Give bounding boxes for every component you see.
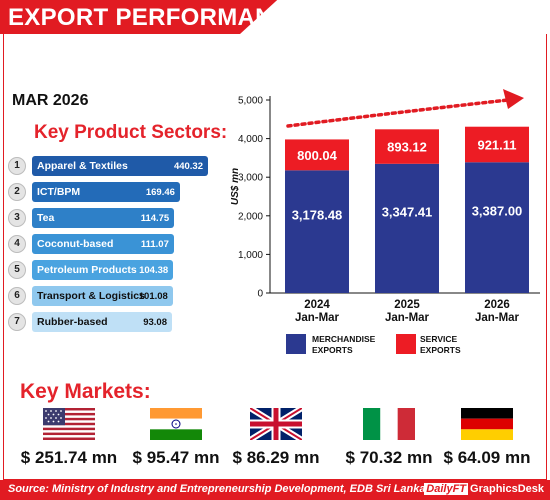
sector-row: 7 Rubber-based 93.08 — [8, 312, 178, 332]
service-bar — [285, 139, 349, 171]
market-italy: $ 70.32 mn — [334, 408, 444, 468]
legend-swatch-service — [396, 334, 416, 354]
sector-row: 6 Transport & Logistics 101.08 — [8, 286, 179, 306]
legend-label-service-1: SERVICE — [420, 334, 457, 344]
service-value-label: 921.11 — [477, 137, 516, 152]
export-chart: 0 1,000 2,000 3,000 4,000 5,000 US$ mn 3,178.48… — [230, 89, 540, 355]
legend-label-service-2: EXPORTS — [420, 345, 461, 355]
x-category-year: 2024 — [304, 299, 330, 311]
merchandise-bar — [465, 162, 529, 293]
x-category-period: Jan-Mar — [385, 312, 430, 324]
y-tick-label: 4,000 — [238, 134, 263, 145]
market-value: $ 251.74 mn — [20, 448, 118, 467]
market-india: $ 95.47 mn — [121, 408, 231, 468]
usa-flag-icon — [43, 408, 95, 440]
market-germany: $ 64.09 mn — [432, 408, 542, 468]
sector-bar: ICT/BPM 169.46 — [32, 182, 180, 202]
sector-value: 114.75 — [140, 213, 170, 224]
sector-row: 1 Apparel & Textiles 440.32 — [8, 156, 214, 176]
merchandise-value-label: 3,347.41 — [382, 204, 433, 219]
header-banner: EXPORT PERFORMANCE — [0, 0, 550, 34]
sector-name: Coconut-based — [37, 238, 114, 250]
service-bar — [465, 126, 529, 163]
x-category-year: 2026 — [484, 299, 510, 311]
market-value: $ 70.32 mn — [345, 448, 433, 467]
sector-value: 440.32 — [173, 161, 203, 172]
sector-name: Rubber-based — [37, 316, 108, 328]
market-value: $ 86.29 mn — [232, 448, 320, 467]
legend-label-merchandise-2: EXPORTS — [312, 345, 353, 355]
source-note: Source: Ministry of Industry and Entrepr… — [8, 483, 426, 495]
market-uk: $ 86.29 mn — [221, 408, 331, 468]
trend-arrow-line — [286, 98, 510, 128]
sector-row: 3 Tea 114.75 — [8, 208, 180, 228]
trend-arrow-head — [503, 89, 524, 109]
brand-logo: DailyFT GraphicsDesk — [424, 483, 544, 495]
service-value-label: 893.12 — [387, 140, 427, 155]
italy-flag-icon — [363, 408, 415, 440]
sector-name: Apparel & Textiles — [37, 160, 128, 172]
sector-value: 93.08 — [143, 317, 167, 328]
footer-bar: Source: Ministry of Industry and Entrepr… — [0, 480, 550, 500]
brand-desk: GraphicsDesk — [470, 483, 544, 495]
y-axis-label: US$ mn — [230, 168, 241, 205]
sector-bar: Petroleum Products 104.38 — [32, 260, 174, 280]
india-flag-icon — [150, 408, 202, 440]
market-value: $ 95.47 mn — [132, 448, 220, 467]
sector-rank: 1 — [8, 157, 26, 175]
page-title: EXPORT PERFORMANCE — [8, 4, 307, 31]
sector-value: 104.38 — [139, 265, 169, 276]
merchandise-bar — [375, 163, 439, 293]
sector-bar: Rubber-based 93.08 — [32, 312, 172, 332]
y-tick-label: 5,000 — [238, 96, 263, 107]
brand-daily: DailyFT — [424, 483, 469, 495]
service-bar — [375, 129, 439, 164]
sectors-title: Key Product Sectors: — [34, 122, 228, 143]
sector-rank: 6 — [8, 287, 26, 305]
market-value: $ 64.09 mn — [443, 448, 531, 467]
sector-name: Petroleum Products — [37, 264, 137, 276]
legend-label-merchandise-1: MERCHANDISE — [312, 334, 376, 344]
sector-value: 111.07 — [140, 239, 169, 250]
y-tick-label: 2,000 — [238, 211, 263, 222]
legend-swatch-merchandise — [286, 334, 306, 354]
sector-name: ICT/BPM — [37, 186, 81, 198]
merchandise-value-label: 3,387.00 — [472, 204, 523, 219]
content-frame — [3, 34, 547, 480]
sector-rank: 2 — [8, 183, 26, 201]
sector-name: Tea — [37, 212, 55, 224]
sector-rank: 4 — [8, 235, 26, 253]
y-tick-label: 1,000 — [238, 250, 263, 261]
sector-value: 169.46 — [145, 187, 175, 198]
sector-row: 2 ICT/BPM 169.46 — [8, 182, 186, 202]
period-label: MAR 2026 — [12, 92, 89, 109]
sector-bar: Coconut-based 111.07 — [32, 234, 174, 254]
service-value-label: 800.04 — [297, 148, 338, 163]
sector-value: 101.08 — [138, 291, 168, 302]
merchandise-bar — [285, 170, 349, 293]
header-slant — [240, 0, 550, 34]
x-category-period: Jan-Mar — [475, 312, 520, 324]
market-usa: $ 251.74 mn — [14, 408, 124, 468]
x-category-period: Jan-Mar — [295, 312, 340, 324]
germany-flag-icon — [461, 408, 513, 440]
sector-row: 4 Coconut-based 111.07 — [8, 234, 180, 254]
sector-bar: Tea 114.75 — [32, 208, 175, 228]
sector-row: 5 Petroleum Products 104.38 — [8, 260, 179, 280]
sector-rank: 3 — [8, 209, 26, 227]
sector-bar: Transport & Logistics 101.08 — [32, 286, 173, 306]
uk-flag-icon — [250, 408, 302, 440]
sector-rank: 7 — [8, 313, 26, 331]
sector-rank: 5 — [8, 261, 26, 279]
y-tick-label: 3,000 — [238, 173, 263, 184]
markets-title: Key Markets: — [20, 380, 151, 403]
sector-name: Transport & Logistics — [37, 290, 145, 302]
x-category-year: 2025 — [394, 299, 420, 311]
merchandise-value-label: 3,178.48 — [292, 208, 343, 223]
y-tick-label: 0 — [257, 289, 263, 300]
sector-bar: Apparel & Textiles 440.32 — [32, 156, 208, 176]
